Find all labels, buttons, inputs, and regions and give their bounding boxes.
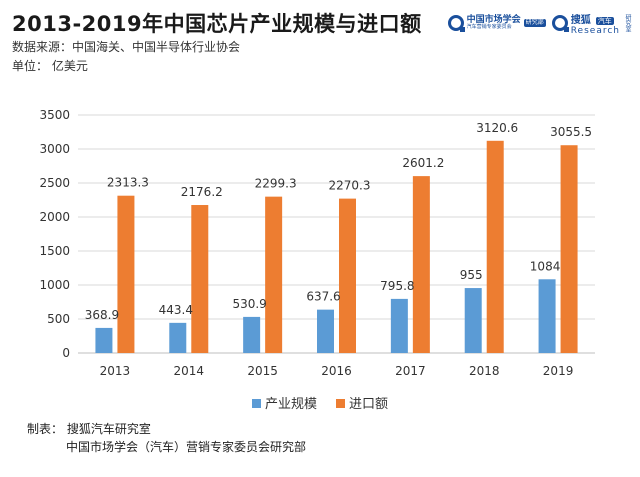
bar-import-value — [560, 145, 578, 353]
y-tick-label: 3500 — [39, 108, 70, 122]
y-tick-label: 500 — [47, 312, 70, 326]
bar-industry-scale — [169, 322, 187, 353]
footer-department: 中国市场学会（汽车）营销专家委员会研究部 — [66, 440, 307, 454]
bar-import-value — [117, 195, 135, 353]
data-label: 2270.3 — [329, 179, 371, 193]
association-name: 中国市场学会 — [466, 14, 521, 25]
bar-industry-scale — [390, 298, 408, 353]
data-label: 368.9 — [85, 308, 119, 322]
sohu-research: Research — [570, 25, 620, 36]
sohu-name: 搜狐 — [570, 15, 591, 26]
bar-industry-scale — [95, 327, 113, 353]
bars — [95, 140, 578, 353]
unit-label: 单位： 亿美元 — [12, 59, 88, 73]
association-subtitle: 汽车营销专家委员会 — [466, 24, 512, 31]
legend: 产业规模 进口额 — [252, 397, 388, 412]
y-tick-label: 3000 — [39, 142, 70, 156]
y-tick-label: 1000 — [39, 278, 70, 292]
bar-industry-scale — [243, 316, 261, 353]
sohu-emblem-icon — [551, 15, 569, 33]
logos: 中国市场学会 汽车营销专家委员会 研究部 搜狐 汽车 Research 研究室 — [447, 10, 632, 36]
legend-swatch-import — [336, 399, 345, 408]
data-label: 955 — [460, 268, 483, 282]
sohu-side-label: 研究室 — [624, 14, 631, 33]
data-label: 2299.3 — [255, 177, 297, 191]
footer-author: 制表： 搜狐汽车研究室 — [27, 422, 151, 436]
bar-import-value — [265, 196, 283, 353]
data-source: 数据来源：中国海关、中国半导体行业协会 — [12, 40, 241, 54]
bar-chart: 0 500 1000 1500 2000 2500 3000 3500 368.9 2313.3… — [39, 108, 595, 412]
data-label: 1084 — [530, 259, 561, 273]
x-tick-label: 2017 — [395, 364, 426, 378]
x-tick-label: 2018 — [469, 364, 500, 378]
bar-import-value — [412, 176, 430, 353]
bar-import-value — [191, 205, 209, 353]
y-tick-label: 0 — [62, 346, 70, 360]
data-label: 530.9 — [232, 297, 266, 311]
x-tick-label: 2016 — [321, 364, 352, 378]
bar-industry-scale — [538, 279, 556, 353]
data-label: 795.8 — [380, 279, 414, 293]
data-label: 2313.3 — [107, 176, 149, 190]
data-label: 443.4 — [159, 303, 193, 317]
x-tick-label: 2019 — [543, 364, 574, 378]
bar-industry-scale — [464, 288, 482, 353]
data-label: 2176.2 — [181, 185, 223, 199]
data-label: 2601.2 — [402, 156, 444, 170]
legend-label-industry: 产业规模 — [265, 397, 317, 412]
y-tick-label: 1500 — [39, 244, 70, 258]
market-association-logo: 中国市场学会 汽车营销专家委员会 研究部 — [447, 14, 546, 33]
y-tick-label: 2500 — [39, 176, 70, 190]
association-badge: 研究部 — [523, 18, 546, 28]
y-tick-label: 2000 — [39, 210, 70, 224]
data-label: 637.6 — [306, 290, 340, 304]
y-axis-ticks: 0 500 1000 1500 2000 2500 3000 3500 — [39, 108, 70, 360]
legend-label-import: 进口额 — [349, 397, 388, 412]
association-emblem-icon — [447, 15, 465, 33]
x-tick-label: 2015 — [247, 364, 278, 378]
sohu-badge: 汽车 — [595, 17, 614, 25]
bar-import-value — [486, 140, 504, 353]
legend-swatch-industry — [252, 399, 261, 408]
gridlines — [78, 114, 595, 354]
bar-industry-scale — [317, 309, 334, 353]
chart-title: 2013-2019年中国芯片产业规模与进口额 — [12, 12, 422, 36]
x-tick-label: 2013 — [100, 364, 131, 378]
data-labels: 368.9 2313.3 443.4 2176.2 530.9 2299.3 637.6 22… — [85, 121, 592, 322]
data-label: 3120.6 — [476, 121, 518, 135]
sohu-logo: 搜狐 汽车 Research 研究室 — [551, 10, 632, 36]
x-axis-ticks: 2013 2014 2015 2016 2017 2018 2019 — [100, 364, 574, 378]
bar-import-value — [339, 198, 356, 353]
x-tick-label: 2014 — [174, 364, 205, 378]
data-label: 3055.5 — [550, 125, 592, 139]
